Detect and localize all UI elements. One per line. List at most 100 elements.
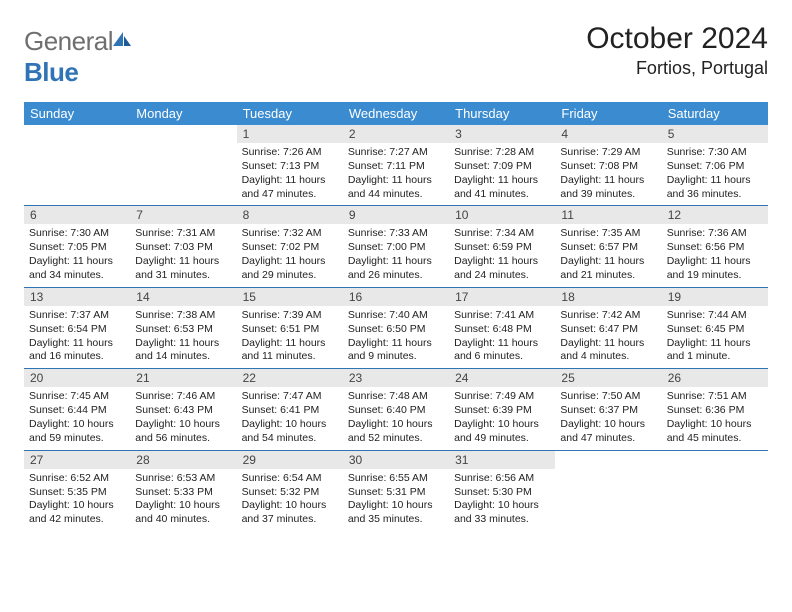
calendar-cell: 16Sunrise: 7:40 AMSunset: 6:50 PMDayligh… bbox=[343, 287, 449, 368]
day-info: Sunrise: 7:48 AMSunset: 6:40 PMDaylight:… bbox=[343, 387, 449, 449]
day-info: Sunrise: 7:44 AMSunset: 6:45 PMDaylight:… bbox=[662, 306, 768, 368]
day-number: 19 bbox=[662, 288, 768, 306]
calendar-cell: 26Sunrise: 7:51 AMSunset: 6:36 PMDayligh… bbox=[662, 369, 768, 450]
calendar-cell: 1Sunrise: 7:26 AMSunset: 7:13 PMDaylight… bbox=[237, 125, 343, 206]
calendar-table: SundayMondayTuesdayWednesdayThursdayFrid… bbox=[24, 102, 768, 531]
calendar-cell bbox=[130, 125, 236, 206]
day-number: 30 bbox=[343, 451, 449, 469]
calendar-cell bbox=[555, 450, 661, 531]
calendar-row: 1Sunrise: 7:26 AMSunset: 7:13 PMDaylight… bbox=[24, 125, 768, 206]
day-number: 10 bbox=[449, 206, 555, 224]
day-number: 14 bbox=[130, 288, 236, 306]
calendar-row: 6Sunrise: 7:30 AMSunset: 7:05 PMDaylight… bbox=[24, 206, 768, 287]
calendar-cell: 12Sunrise: 7:36 AMSunset: 6:56 PMDayligh… bbox=[662, 206, 768, 287]
day-header: Monday bbox=[130, 102, 236, 125]
calendar-cell: 11Sunrise: 7:35 AMSunset: 6:57 PMDayligh… bbox=[555, 206, 661, 287]
day-number: 31 bbox=[449, 451, 555, 469]
logo-text: GeneralBlue bbox=[24, 26, 133, 88]
day-info: Sunrise: 6:54 AMSunset: 5:32 PMDaylight:… bbox=[237, 469, 343, 531]
day-number: 20 bbox=[24, 369, 130, 387]
calendar-row: 13Sunrise: 7:37 AMSunset: 6:54 PMDayligh… bbox=[24, 287, 768, 368]
calendar-cell: 10Sunrise: 7:34 AMSunset: 6:59 PMDayligh… bbox=[449, 206, 555, 287]
calendar-cell: 6Sunrise: 7:30 AMSunset: 7:05 PMDaylight… bbox=[24, 206, 130, 287]
calendar-cell: 5Sunrise: 7:30 AMSunset: 7:06 PMDaylight… bbox=[662, 125, 768, 206]
day-header: Saturday bbox=[662, 102, 768, 125]
day-info: Sunrise: 7:45 AMSunset: 6:44 PMDaylight:… bbox=[24, 387, 130, 449]
header: GeneralBlue October 2024 Fortios, Portug… bbox=[24, 22, 768, 88]
day-info: Sunrise: 7:37 AMSunset: 6:54 PMDaylight:… bbox=[24, 306, 130, 368]
calendar-cell: 27Sunrise: 6:52 AMSunset: 5:35 PMDayligh… bbox=[24, 450, 130, 531]
day-number: 2 bbox=[343, 125, 449, 143]
calendar-cell: 30Sunrise: 6:55 AMSunset: 5:31 PMDayligh… bbox=[343, 450, 449, 531]
day-number: 29 bbox=[237, 451, 343, 469]
day-info: Sunrise: 7:31 AMSunset: 7:03 PMDaylight:… bbox=[130, 224, 236, 286]
calendar-row: 20Sunrise: 7:45 AMSunset: 6:44 PMDayligh… bbox=[24, 369, 768, 450]
calendar-cell: 2Sunrise: 7:27 AMSunset: 7:11 PMDaylight… bbox=[343, 125, 449, 206]
day-number: 24 bbox=[449, 369, 555, 387]
title-block: October 2024 Fortios, Portugal bbox=[586, 22, 768, 79]
logo: GeneralBlue bbox=[24, 22, 133, 88]
month-title: October 2024 bbox=[586, 22, 768, 56]
calendar-cell: 25Sunrise: 7:50 AMSunset: 6:37 PMDayligh… bbox=[555, 369, 661, 450]
day-info: Sunrise: 6:55 AMSunset: 5:31 PMDaylight:… bbox=[343, 469, 449, 531]
day-info: Sunrise: 7:41 AMSunset: 6:48 PMDaylight:… bbox=[449, 306, 555, 368]
calendar-cell: 3Sunrise: 7:28 AMSunset: 7:09 PMDaylight… bbox=[449, 125, 555, 206]
day-info: Sunrise: 7:47 AMSunset: 6:41 PMDaylight:… bbox=[237, 387, 343, 449]
calendar-cell: 17Sunrise: 7:41 AMSunset: 6:48 PMDayligh… bbox=[449, 287, 555, 368]
day-number: 3 bbox=[449, 125, 555, 143]
calendar-cell: 4Sunrise: 7:29 AMSunset: 7:08 PMDaylight… bbox=[555, 125, 661, 206]
calendar-cell bbox=[662, 450, 768, 531]
day-info: Sunrise: 7:42 AMSunset: 6:47 PMDaylight:… bbox=[555, 306, 661, 368]
day-info: Sunrise: 7:40 AMSunset: 6:50 PMDaylight:… bbox=[343, 306, 449, 368]
day-info: Sunrise: 6:53 AMSunset: 5:33 PMDaylight:… bbox=[130, 469, 236, 531]
day-info: Sunrise: 7:33 AMSunset: 7:00 PMDaylight:… bbox=[343, 224, 449, 286]
day-info: Sunrise: 7:46 AMSunset: 6:43 PMDaylight:… bbox=[130, 387, 236, 449]
calendar-head: SundayMondayTuesdayWednesdayThursdayFrid… bbox=[24, 102, 768, 125]
day-info: Sunrise: 7:51 AMSunset: 6:36 PMDaylight:… bbox=[662, 387, 768, 449]
calendar-cell: 18Sunrise: 7:42 AMSunset: 6:47 PMDayligh… bbox=[555, 287, 661, 368]
calendar-cell bbox=[24, 125, 130, 206]
day-info: Sunrise: 7:38 AMSunset: 6:53 PMDaylight:… bbox=[130, 306, 236, 368]
day-number: 1 bbox=[237, 125, 343, 143]
calendar-cell: 14Sunrise: 7:38 AMSunset: 6:53 PMDayligh… bbox=[130, 287, 236, 368]
day-info: Sunrise: 6:56 AMSunset: 5:30 PMDaylight:… bbox=[449, 469, 555, 531]
day-info: Sunrise: 7:27 AMSunset: 7:11 PMDaylight:… bbox=[343, 143, 449, 205]
day-info: Sunrise: 7:34 AMSunset: 6:59 PMDaylight:… bbox=[449, 224, 555, 286]
day-number: 23 bbox=[343, 369, 449, 387]
day-number: 12 bbox=[662, 206, 768, 224]
day-number: 28 bbox=[130, 451, 236, 469]
location: Fortios, Portugal bbox=[586, 58, 768, 79]
day-header: Tuesday bbox=[237, 102, 343, 125]
calendar-cell: 22Sunrise: 7:47 AMSunset: 6:41 PMDayligh… bbox=[237, 369, 343, 450]
day-info: Sunrise: 7:29 AMSunset: 7:08 PMDaylight:… bbox=[555, 143, 661, 205]
day-number: 13 bbox=[24, 288, 130, 306]
day-number: 27 bbox=[24, 451, 130, 469]
logo-part1: General bbox=[24, 26, 113, 56]
day-info: Sunrise: 7:39 AMSunset: 6:51 PMDaylight:… bbox=[237, 306, 343, 368]
day-info: Sunrise: 7:35 AMSunset: 6:57 PMDaylight:… bbox=[555, 224, 661, 286]
day-number: 18 bbox=[555, 288, 661, 306]
day-info: Sunrise: 6:52 AMSunset: 5:35 PMDaylight:… bbox=[24, 469, 130, 531]
day-info: Sunrise: 7:28 AMSunset: 7:09 PMDaylight:… bbox=[449, 143, 555, 205]
calendar-cell: 19Sunrise: 7:44 AMSunset: 6:45 PMDayligh… bbox=[662, 287, 768, 368]
day-number: 8 bbox=[237, 206, 343, 224]
day-number: 9 bbox=[343, 206, 449, 224]
logo-part2: Blue bbox=[24, 57, 78, 87]
day-number: 6 bbox=[24, 206, 130, 224]
day-info: Sunrise: 7:50 AMSunset: 6:37 PMDaylight:… bbox=[555, 387, 661, 449]
day-info: Sunrise: 7:49 AMSunset: 6:39 PMDaylight:… bbox=[449, 387, 555, 449]
calendar-cell: 24Sunrise: 7:49 AMSunset: 6:39 PMDayligh… bbox=[449, 369, 555, 450]
day-number: 5 bbox=[662, 125, 768, 143]
day-header: Wednesday bbox=[343, 102, 449, 125]
calendar-cell: 7Sunrise: 7:31 AMSunset: 7:03 PMDaylight… bbox=[130, 206, 236, 287]
calendar-cell: 8Sunrise: 7:32 AMSunset: 7:02 PMDaylight… bbox=[237, 206, 343, 287]
calendar-cell: 29Sunrise: 6:54 AMSunset: 5:32 PMDayligh… bbox=[237, 450, 343, 531]
day-number: 25 bbox=[555, 369, 661, 387]
day-number: 21 bbox=[130, 369, 236, 387]
day-header: Sunday bbox=[24, 102, 130, 125]
calendar-cell: 20Sunrise: 7:45 AMSunset: 6:44 PMDayligh… bbox=[24, 369, 130, 450]
calendar-body: 1Sunrise: 7:26 AMSunset: 7:13 PMDaylight… bbox=[24, 125, 768, 531]
day-number: 16 bbox=[343, 288, 449, 306]
calendar-cell: 23Sunrise: 7:48 AMSunset: 6:40 PMDayligh… bbox=[343, 369, 449, 450]
day-number: 22 bbox=[237, 369, 343, 387]
